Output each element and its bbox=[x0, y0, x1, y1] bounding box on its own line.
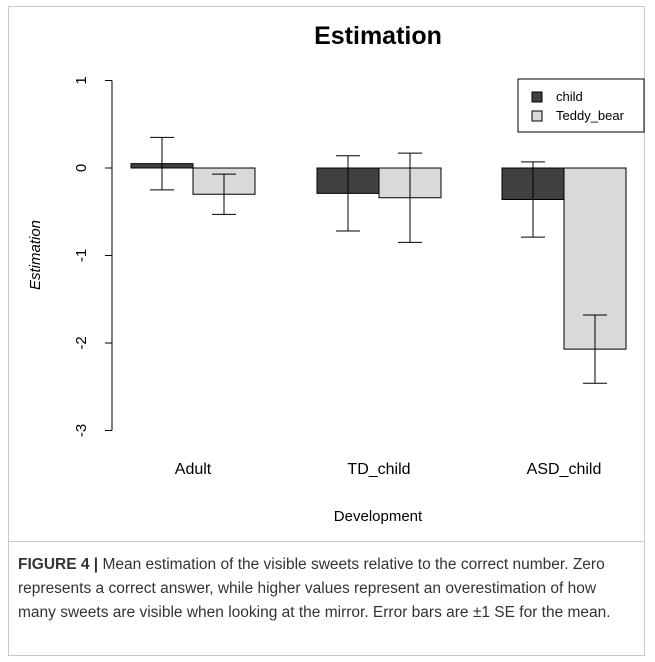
caption-divider bbox=[8, 541, 645, 542]
x-tick-label: TD_child bbox=[347, 461, 410, 478]
x-tick-label: ASD_child bbox=[527, 461, 602, 478]
bars-group bbox=[130, 136, 627, 384]
y-tick-label: 1 bbox=[73, 76, 90, 84]
x-axis-label: Development bbox=[334, 508, 423, 525]
bar-chart: Estimation Estimation Development 1 0 -1 -2… bbox=[27, 22, 645, 525]
x-tick-labels: Adult TD_child ASD_child bbox=[175, 461, 602, 478]
y-axis: 1 0 -1 -2 -3 bbox=[73, 76, 113, 437]
legend-swatch bbox=[531, 110, 543, 122]
legend: child Teddy_bear bbox=[517, 78, 645, 133]
y-tick-label: 0 bbox=[73, 164, 90, 172]
legend-swatch bbox=[531, 91, 543, 103]
legend-box bbox=[517, 78, 645, 133]
caption-text: Mean estimation of the visible sweets re… bbox=[18, 556, 611, 621]
y-tick-label: -1 bbox=[73, 249, 90, 262]
figure-caption: FIGURE 4 | Mean estimation of the visibl… bbox=[18, 553, 633, 625]
caption-label: FIGURE 4 | bbox=[18, 556, 99, 573]
y-tick-label: -3 bbox=[73, 424, 90, 437]
y-axis-label: Estimation bbox=[27, 220, 44, 290]
chart-title: Estimation bbox=[314, 22, 442, 50]
legend-entry: child bbox=[556, 89, 583, 104]
x-tick-label: Adult bbox=[175, 461, 212, 478]
y-tick-label: -2 bbox=[73, 336, 90, 349]
legend-entry: Teddy_bear bbox=[556, 108, 625, 123]
